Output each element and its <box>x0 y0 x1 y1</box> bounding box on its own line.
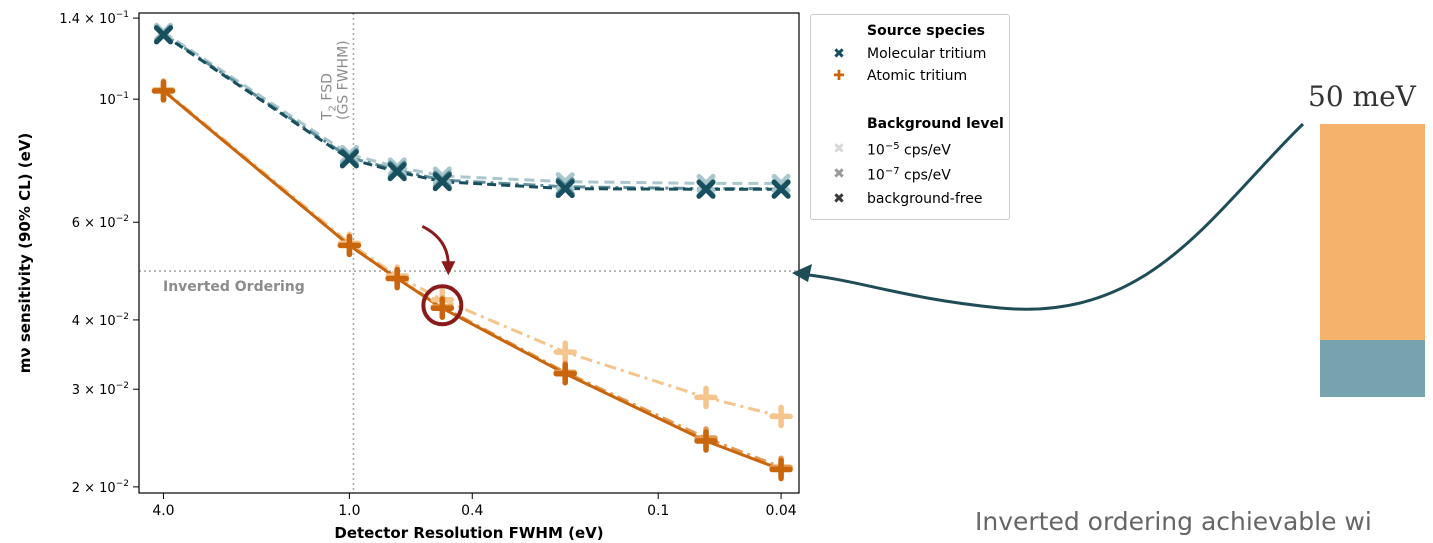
y-tick-label: 2 × 10−2 <box>72 479 129 496</box>
x-marker-stroke <box>555 179 575 199</box>
legend-label-bg-1e7: 10−7 cps/eV <box>867 166 951 184</box>
data-point-atomic-free-2 <box>385 266 409 291</box>
x-marker-stroke <box>154 25 173 45</box>
legend-label-molecular: Molecular tritium <box>867 46 987 62</box>
plot-frame <box>138 12 800 494</box>
fsd-label-line2: (GS FWHM) <box>335 40 351 120</box>
x-marker-stroke <box>432 166 452 186</box>
legend-item-atomic: ✚ Atomic tritium <box>811 68 1009 88</box>
legend-item-bg-1e7: ✖ 10−7 cps/eV <box>811 166 1009 186</box>
highlight-arrow-shaft <box>421 224 450 266</box>
x-marker-stroke <box>339 149 359 169</box>
y-tick-label: 10−1 <box>99 91 129 108</box>
y-axis-label: mν sensitivity (90% CL) (eV) <box>16 133 34 373</box>
x-tick-label: 0.04 <box>766 503 797 519</box>
data-point-molecular-1em5-3 <box>432 166 452 186</box>
x-marker-stroke <box>696 179 716 199</box>
data-point-molecular-free-4 <box>555 179 575 199</box>
y-tick-label: 4 × 10−2 <box>72 312 129 329</box>
atomic-marker-icon: ✚ <box>833 68 845 84</box>
legend-background-title: Background level <box>867 116 1004 132</box>
x-tick-label: 0.4 <box>461 503 483 519</box>
data-point-molecular-free-6 <box>771 179 791 199</box>
fsd-label-group: T2 FSD (GS FWHM) <box>319 40 351 121</box>
x-tick-label: 4.0 <box>152 503 174 519</box>
data-point-atomic-free-3 <box>430 296 455 320</box>
annotation-arrow-path <box>799 122 1305 311</box>
bg-1e5-marker-icon: ✖ <box>833 141 845 157</box>
data-point-atomic-free-6 <box>769 457 793 482</box>
x-axis-label: Detector Resolution FWHM (eV) <box>334 524 603 542</box>
data-point-molecular-free-5 <box>696 179 716 199</box>
fsd-label-line1: T2 FSD <box>319 73 338 121</box>
bg-1e7-marker-icon: ✖ <box>833 166 845 182</box>
molecular-marker-icon: ✖ <box>833 46 845 62</box>
bar-segment-orange <box>1320 124 1425 340</box>
chart-legend: Source species ✖ Molecular tritium ✚ Ato… <box>810 14 1010 220</box>
highlight-arrow-head <box>441 261 456 276</box>
legend-item-bg-1e5: ✖ 10−5 cps/eV <box>811 141 1009 161</box>
data-point-atomic-free-1 <box>337 233 362 258</box>
highlight-circle <box>421 284 464 327</box>
data-point-atomic-1em5-6 <box>769 404 793 429</box>
bg-free-marker-icon: ✖ <box>833 191 845 207</box>
legend-item-molecular: ✖ Molecular tritium <box>811 46 1009 66</box>
legend-label-bg-free: background-free <box>867 191 983 207</box>
data-point-atomic-1em5-5 <box>694 385 718 410</box>
annotation-arrow-head <box>792 264 812 282</box>
x-marker-stroke <box>387 162 407 182</box>
legend-species-title: Source species <box>867 23 986 39</box>
x-tick-label: 1.0 <box>338 503 360 519</box>
legend-label-bg-1e5: 10−5 cps/eV <box>867 141 951 159</box>
caption-text: Inverted ordering achievable wi <box>975 507 1372 536</box>
data-point-molecular-free-2 <box>387 162 407 182</box>
bar-label: 50 meV <box>1308 80 1416 113</box>
y-tick-label: 1.4 × 10−1 <box>59 10 129 27</box>
x-marker-stroke <box>771 179 791 199</box>
data-point-atomic-1em5-4 <box>553 340 577 364</box>
y-tick-label: 6 × 10−2 <box>72 214 129 231</box>
data-point-molecular-free-1 <box>339 149 359 169</box>
x-marker-stroke <box>432 172 452 192</box>
bar-segment-teal <box>1320 340 1425 397</box>
data-point-atomic-free-0 <box>151 79 176 103</box>
y-tick-label: 3 × 10−2 <box>72 381 129 398</box>
data-point-molecular-free-3 <box>432 172 452 192</box>
y-axis-label-group: mν sensitivity (90% CL) (eV) <box>16 133 34 373</box>
legend-label-atomic: Atomic tritium <box>867 68 968 84</box>
data-point-atomic-free-4 <box>553 361 577 386</box>
x-tick-label: 0.1 <box>647 503 669 519</box>
inverted-ordering-label: Inverted Ordering <box>163 279 305 295</box>
data-point-atomic-free-5 <box>694 429 718 453</box>
data-point-molecular-free-0 <box>154 25 173 45</box>
legend-item-bg-free: ✖ background-free <box>811 191 1009 211</box>
